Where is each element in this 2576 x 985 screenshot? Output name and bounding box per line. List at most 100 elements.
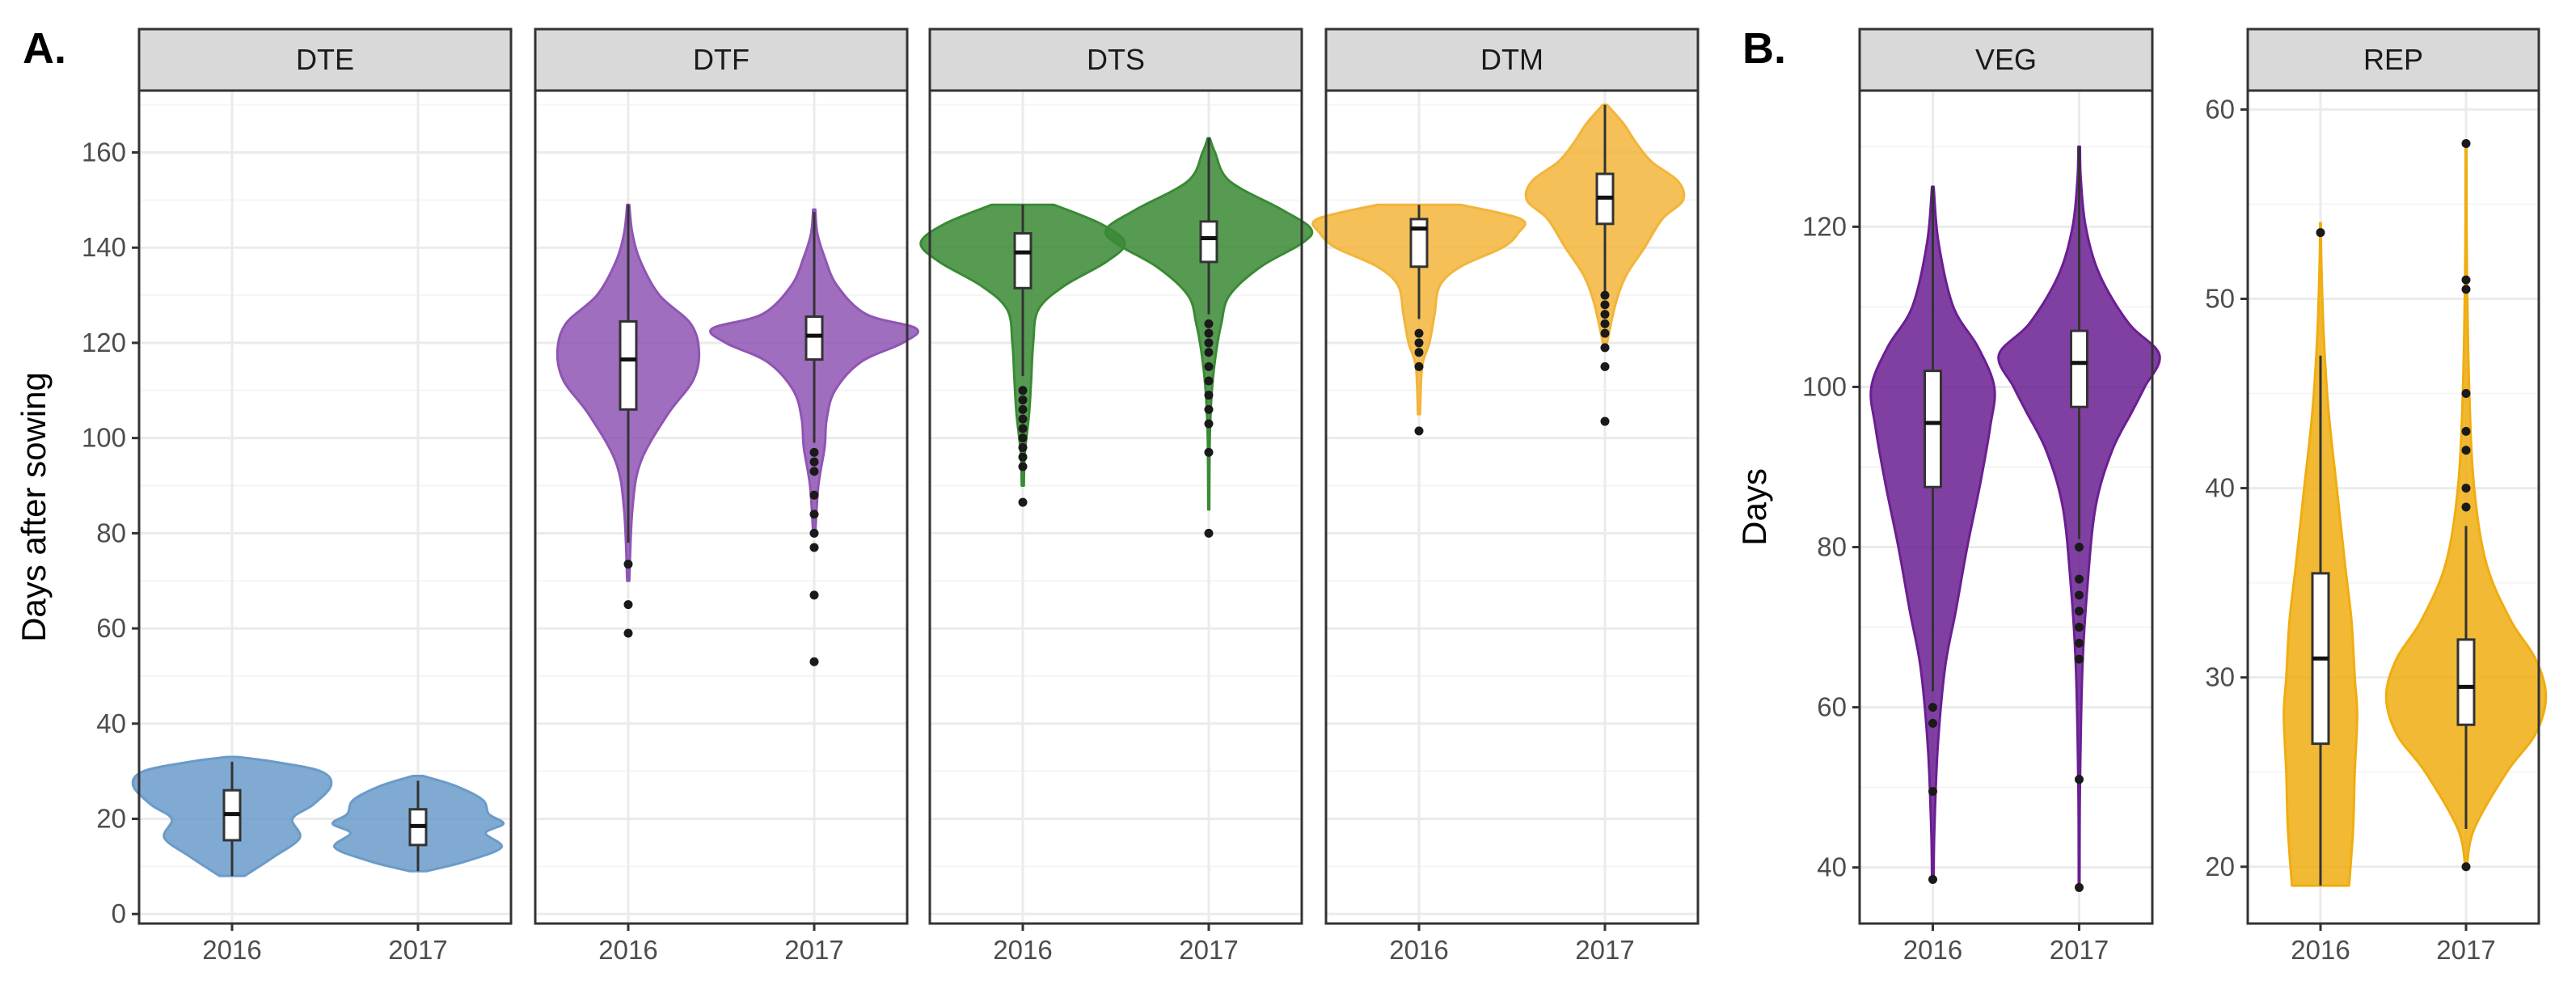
outlier-point	[809, 509, 819, 519]
outlier-point	[1204, 419, 1214, 429]
outlier-point	[1018, 404, 1028, 414]
outlier-point	[1600, 300, 1610, 310]
outlier-point	[623, 628, 633, 638]
outlier-point	[1018, 452, 1028, 462]
y-tick-label: 40	[1817, 852, 1847, 882]
outlier-point	[1928, 875, 1937, 885]
strip-label-dtm: DTM	[1480, 43, 1543, 76]
strip-label-dte: DTE	[296, 43, 354, 76]
strip-background	[137, 27, 513, 92]
box-dtm-2016	[1409, 218, 1429, 268]
x-tick-label: 2016	[993, 935, 1052, 965]
outlier-point	[1600, 319, 1610, 328]
outlier-point	[1600, 343, 1610, 353]
outlier-point	[1928, 787, 1937, 797]
outlier-point	[2461, 389, 2471, 399]
strip-background	[1324, 27, 1700, 92]
strip-background	[2246, 27, 2540, 92]
strip-background	[534, 27, 909, 92]
outlier-point	[809, 467, 819, 476]
y-tick-label: 140	[82, 232, 126, 262]
box-dtf-2017	[804, 315, 824, 361]
outlier-point	[1204, 376, 1214, 386]
box-veg-2017	[2070, 329, 2088, 408]
outlier-point	[809, 490, 819, 500]
strip-background	[1858, 27, 2154, 92]
y-tick-label: 160	[82, 137, 126, 167]
outlier-point	[623, 600, 633, 610]
box-rep-2017	[2456, 638, 2476, 726]
outlier-point	[1018, 497, 1028, 507]
outlier-point	[2461, 275, 2471, 285]
x-tick-label: 2017	[1179, 935, 1238, 965]
outlier-point	[1204, 328, 1214, 338]
outlier-point	[2075, 654, 2084, 664]
outlier-point	[809, 657, 819, 666]
outlier-point	[2075, 543, 2084, 552]
outlier-point	[1204, 391, 1214, 400]
y-tick-label: 60	[2205, 94, 2235, 124]
outlier-point	[1928, 703, 1937, 712]
outlier-point	[1018, 433, 1028, 443]
outlier-point	[809, 447, 819, 457]
box-veg-2016	[1924, 370, 1942, 488]
facet-rep: REP 2016 2017 20 30 40 50 60	[2205, 27, 2548, 965]
outlier-point	[1204, 348, 1214, 357]
x-tick-label: 2017	[1575, 935, 1634, 965]
x-tick-label: 2017	[388, 935, 447, 965]
outlier-point	[809, 590, 819, 600]
facet-dts: DTS 2016 2017	[919, 27, 1314, 965]
y-tick-label: 120	[82, 328, 126, 357]
x-tick-label: 2016	[1389, 935, 1448, 965]
strip-background	[928, 27, 1303, 92]
outlier-point	[2075, 574, 2084, 584]
outlier-point	[1600, 328, 1610, 338]
x-tick-label: 2017	[2050, 935, 2109, 965]
outlier-point	[809, 528, 819, 538]
x-tick-label: 2017	[2436, 935, 2495, 965]
outlier-point	[2075, 882, 2084, 892]
outlier-point	[1414, 328, 1424, 338]
x-tick-label: 2016	[1903, 935, 1962, 965]
outlier-point	[809, 457, 819, 467]
outlier-point	[1600, 361, 1610, 371]
outlier-point	[1414, 338, 1424, 348]
y-tick-label: 40	[96, 708, 126, 738]
outlier-point	[2075, 775, 2084, 784]
outlier-point	[1018, 386, 1028, 395]
y-tick-label: 30	[2205, 662, 2235, 692]
outlier-point	[1018, 414, 1028, 424]
x-tick-label: 2016	[2291, 935, 2350, 965]
outlier-point	[2075, 623, 2084, 632]
y-tick-label: 20	[2205, 852, 2235, 881]
box-dtf-2016	[619, 319, 638, 411]
strip-label-veg: VEG	[1975, 43, 2037, 76]
panel-background	[535, 91, 907, 924]
y-tick-label: 50	[2205, 284, 2235, 314]
outlier-point	[1204, 361, 1214, 371]
outlier-point	[1600, 290, 1610, 300]
strip-label-dtf: DTF	[693, 43, 750, 76]
y-tick-label: 100	[82, 423, 126, 453]
outlier-point	[2316, 228, 2325, 238]
panel-label-b: B.	[1742, 24, 1786, 73]
outlier-point	[2461, 139, 2471, 149]
y-tick-label: 60	[96, 613, 126, 643]
panel-label-a: A.	[23, 24, 66, 73]
facet-dtm: DTM 2016 2017	[1311, 27, 1700, 965]
outlier-point	[1018, 442, 1028, 452]
outlier-point	[2075, 590, 2084, 600]
outlier-point	[2461, 426, 2471, 436]
y-tick-label: 60	[1817, 692, 1847, 722]
outlier-point	[1414, 348, 1424, 357]
outlier-point	[2461, 285, 2471, 294]
y-tick-label: 20	[96, 804, 126, 834]
outlier-point	[1600, 310, 1610, 319]
strip-label-dts: DTS	[1087, 43, 1145, 76]
outlier-point	[809, 543, 819, 552]
strip-label-rep: REP	[2363, 43, 2423, 76]
box-dts-2016	[1013, 232, 1033, 290]
y-tick-label: 100	[1802, 371, 1847, 401]
outlier-point	[623, 560, 633, 569]
